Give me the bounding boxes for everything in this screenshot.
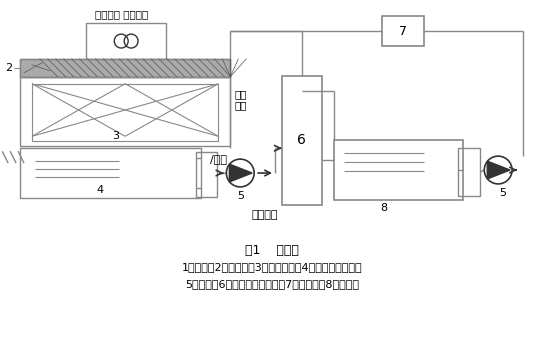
Bar <box>20 59 230 77</box>
Text: 7: 7 <box>399 25 407 38</box>
Bar <box>459 148 480 196</box>
Text: /空气: /空气 <box>211 154 227 164</box>
Text: 3: 3 <box>112 131 119 141</box>
Bar <box>20 77 230 146</box>
Text: 5: 5 <box>237 191 244 201</box>
Polygon shape <box>230 164 252 182</box>
Text: 6: 6 <box>298 133 306 147</box>
Bar <box>32 84 219 141</box>
Bar <box>86 23 166 59</box>
Bar <box>20 59 230 77</box>
Bar <box>196 152 218 197</box>
Text: 8: 8 <box>381 203 388 213</box>
Bar <box>20 148 201 198</box>
Bar <box>382 16 424 46</box>
Text: 回水
热水: 回水 热水 <box>234 89 247 110</box>
Text: 图1    流程图: 图1 流程图 <box>245 244 299 258</box>
Text: 1、风机；2、收水器；3、淋水装置；4、冷却塔集水池；
5、水泵；6、电石炉冷却系统；7、过滤器；8、热水池: 1、风机；2、收水器；3、淋水装置；4、冷却塔集水池； 5、水泵；6、电石炉冷却… <box>182 262 362 289</box>
Text: 4: 4 <box>97 185 104 195</box>
Polygon shape <box>487 161 510 179</box>
Text: 2: 2 <box>5 63 12 73</box>
Text: 出水冷水: 出水冷水 <box>252 210 279 220</box>
Bar <box>335 140 463 200</box>
Bar <box>282 76 322 205</box>
Text: 5: 5 <box>499 188 506 198</box>
Text: 蒸发损失 风吹损失: 蒸发损失 风吹损失 <box>95 9 148 19</box>
